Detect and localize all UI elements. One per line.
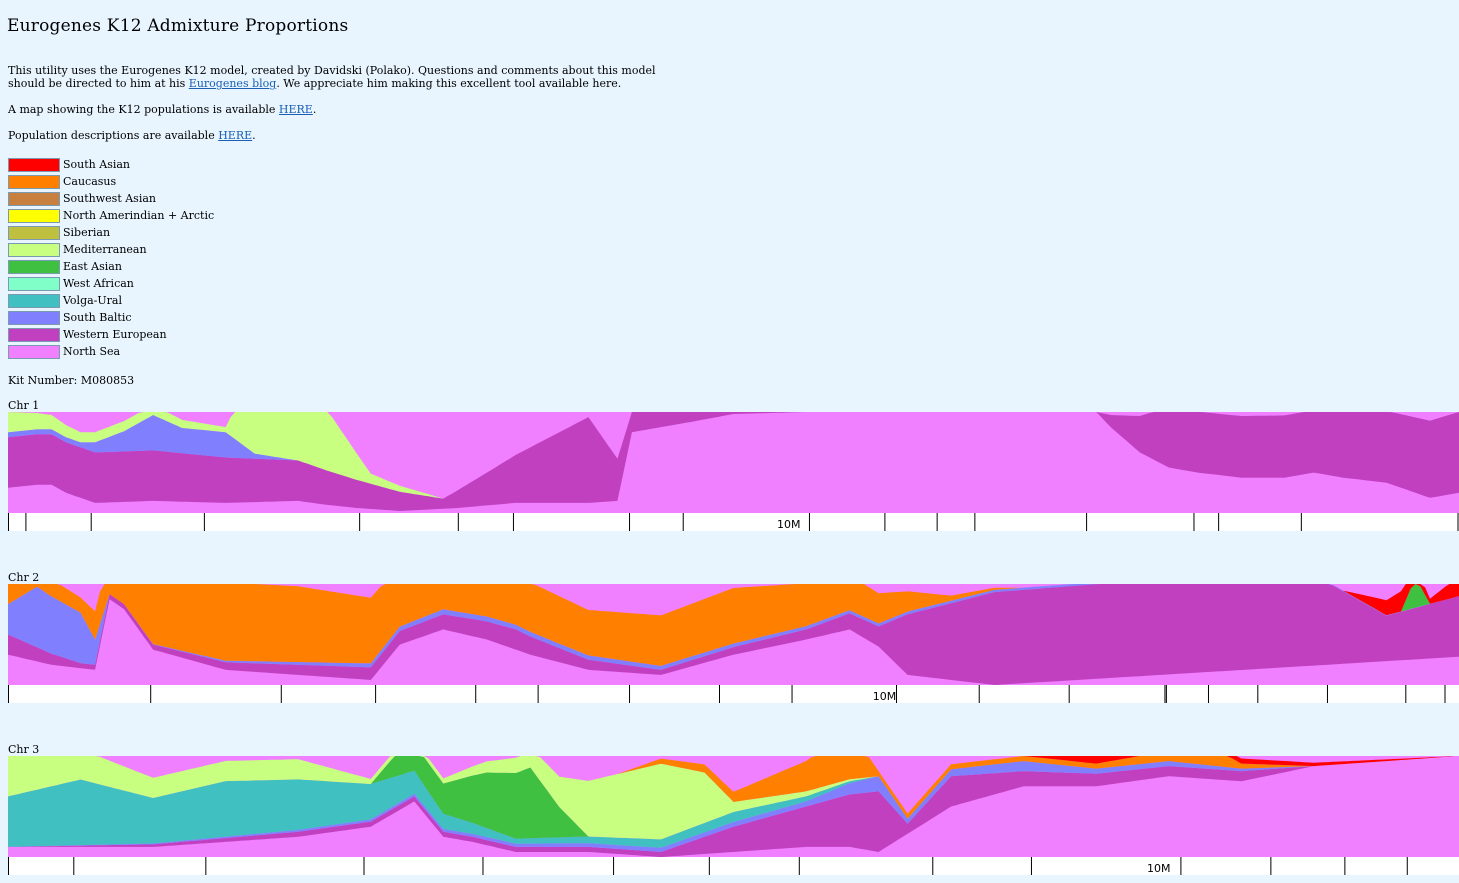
legend-swatch (8, 174, 60, 189)
legend-swatch (8, 327, 60, 342)
chr1-label: Chr 1 (8, 399, 40, 412)
legend-item: Siberian (8, 224, 214, 241)
series-caucasus (8, 584, 1459, 666)
legend-label: North Sea (63, 345, 121, 358)
legend-label: East Asian (63, 260, 122, 273)
desc-text: Population descriptions are available (8, 129, 219, 142)
kit-label: Kit Number: (8, 374, 78, 387)
desc-after: . (252, 129, 256, 142)
map-paragraph: A map showing the K12 populations is ava… (8, 103, 316, 116)
legend-item: South Asian (8, 156, 214, 173)
legend-swatch (8, 259, 60, 274)
legend-label: North Amerindian + Arctic (63, 209, 215, 222)
kit-number: Kit Number: M080853 (8, 374, 134, 387)
legend-swatch (8, 310, 60, 325)
legend-swatch (8, 191, 60, 206)
series-western-european (8, 584, 1459, 685)
description-paragraph: Population descriptions are available HE… (8, 129, 256, 142)
legend-item: South Baltic (8, 309, 214, 326)
kit-value: M080853 (80, 374, 135, 387)
legend-label: Southwest Asian (63, 192, 156, 205)
map-text: A map showing the K12 populations is ava… (8, 103, 279, 116)
chr3-chart: 10M (8, 756, 1459, 875)
legend-swatch (8, 276, 60, 291)
legend-label: Mediterranean (63, 243, 147, 256)
legend-label: West African (63, 277, 134, 290)
intro-paragraph: This utility uses the Eurogenes K12 mode… (8, 64, 688, 90)
description-here-link[interactable]: HERE (218, 129, 253, 142)
map-after: . (312, 103, 317, 116)
eurogenes-blog-link[interactable]: Eurogenes blog (188, 77, 277, 90)
legend-item: North Amerindian + Arctic (8, 207, 214, 224)
axis-background (8, 857, 1459, 875)
legend-label: Siberian (63, 226, 111, 239)
legend-swatch (8, 344, 60, 359)
axis-background (8, 685, 1459, 703)
legend-swatch (8, 225, 60, 240)
legend-item: Mediterranean (8, 241, 214, 258)
legend-label: South Baltic (63, 311, 132, 324)
series-western-european (8, 756, 1459, 857)
legend-label: Caucasus (63, 175, 117, 188)
series-mediterranean (8, 412, 1459, 499)
series-volga-ural (8, 756, 1459, 848)
axis-tick-label: 10M (1147, 862, 1171, 875)
legend-item: Volga-Ural (8, 292, 214, 309)
legend-label: South Asian (63, 158, 130, 171)
axis-background (8, 513, 1459, 531)
chr3-label: Chr 3 (8, 743, 40, 756)
series-north-sea (8, 599, 1459, 685)
legend-item: Western European (8, 326, 214, 343)
legend-swatch (8, 293, 60, 308)
series-western-european (8, 412, 1459, 511)
axis-tick-label: 10M (873, 690, 897, 703)
axis-tick-label: 10M (777, 518, 801, 531)
population-legend: South Asian Caucasus Southwest Asian North … (8, 156, 214, 360)
intro-text-2: . We appreciate him making this excellen… (276, 77, 622, 90)
legend-swatch (8, 208, 60, 223)
map-here-link[interactable]: HERE (278, 103, 313, 116)
legend-item: Caucasus (8, 173, 214, 190)
chr1-chart: 10M (8, 412, 1459, 531)
chr2-chart: 10M (8, 584, 1459, 703)
series-south-baltic (8, 412, 1459, 499)
legend-item: Southwest Asian (8, 190, 214, 207)
intro-text-1: This utility uses the Eurogenes K12 mode… (8, 64, 656, 90)
series-north-sea (8, 756, 1459, 857)
chr2-label: Chr 2 (8, 571, 40, 584)
page-title: Eurogenes K12 Admixture Proportions (7, 16, 349, 36)
legend-label: Western European (63, 328, 167, 341)
legend-label: Volga-Ural (63, 294, 122, 307)
legend-swatch (8, 242, 60, 257)
legend-item: North Sea (8, 343, 214, 360)
legend-item: West African (8, 275, 214, 292)
legend-item: East Asian (8, 258, 214, 275)
series-north-sea (8, 412, 1459, 513)
legend-swatch (8, 157, 60, 172)
